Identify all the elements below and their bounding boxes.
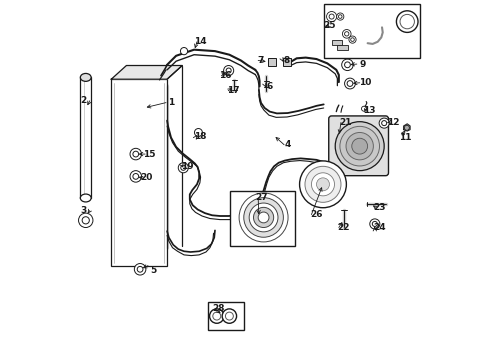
Circle shape [344, 62, 349, 68]
Circle shape [180, 48, 187, 55]
Text: 24: 24 [373, 223, 386, 232]
Circle shape [244, 198, 283, 237]
Text: 8: 8 [283, 56, 289, 65]
Polygon shape [403, 124, 409, 131]
Circle shape [396, 11, 417, 32]
Circle shape [346, 132, 373, 160]
Circle shape [130, 148, 141, 160]
Text: 26: 26 [309, 210, 322, 219]
Text: 3: 3 [80, 206, 86, 215]
Text: 15: 15 [143, 150, 155, 158]
Polygon shape [111, 66, 182, 79]
Circle shape [348, 36, 355, 43]
Circle shape [181, 165, 185, 170]
Text: 5: 5 [150, 266, 157, 275]
Circle shape [258, 212, 268, 223]
Circle shape [79, 213, 93, 228]
Text: 13: 13 [363, 107, 375, 115]
Circle shape [225, 312, 233, 320]
Circle shape [133, 151, 139, 157]
Circle shape [335, 122, 384, 171]
Text: 25: 25 [323, 21, 335, 30]
Circle shape [82, 217, 89, 224]
Circle shape [316, 178, 329, 191]
Text: 7: 7 [257, 56, 264, 65]
Text: 2: 2 [80, 96, 86, 105]
Bar [337, 45, 347, 50]
Text: 6: 6 [266, 82, 272, 91]
Bar [331, 40, 342, 45]
Circle shape [133, 174, 139, 179]
Circle shape [342, 30, 350, 38]
Bar [267, 58, 275, 66]
Text: 19: 19 [180, 162, 193, 171]
Circle shape [299, 161, 346, 208]
Circle shape [328, 14, 333, 19]
Circle shape [341, 59, 352, 71]
Circle shape [253, 207, 273, 228]
Circle shape [339, 126, 379, 166]
Text: 17: 17 [226, 86, 239, 95]
Text: 11: 11 [399, 133, 411, 142]
Circle shape [249, 203, 277, 232]
Text: 16: 16 [219, 71, 231, 80]
Text: 23: 23 [373, 203, 386, 212]
Circle shape [338, 15, 342, 18]
Text: 22: 22 [337, 223, 349, 232]
Circle shape [222, 309, 236, 323]
Circle shape [378, 118, 388, 128]
Ellipse shape [80, 73, 91, 81]
Circle shape [239, 193, 287, 242]
Circle shape [399, 14, 413, 29]
Circle shape [351, 138, 367, 154]
Text: 1: 1 [167, 98, 173, 107]
Bar [111, 79, 167, 266]
Circle shape [350, 38, 354, 41]
Circle shape [381, 121, 386, 126]
Text: 18: 18 [194, 132, 206, 140]
Circle shape [336, 13, 343, 20]
FancyBboxPatch shape [328, 116, 387, 176]
Circle shape [344, 32, 348, 36]
Circle shape [212, 312, 220, 320]
Text: 10: 10 [359, 78, 371, 87]
Text: 20: 20 [140, 174, 152, 182]
Circle shape [209, 309, 224, 323]
Circle shape [361, 106, 366, 111]
Text: 4: 4 [284, 140, 290, 149]
Circle shape [134, 264, 145, 275]
Text: 28: 28 [212, 305, 224, 313]
Text: 12: 12 [386, 118, 398, 127]
Circle shape [178, 163, 188, 173]
Circle shape [404, 125, 408, 130]
Circle shape [344, 78, 355, 89]
Circle shape [305, 166, 340, 202]
Bar [323, 4, 419, 58]
Bar [230, 191, 294, 246]
Ellipse shape [80, 194, 91, 202]
Text: 27: 27 [255, 194, 267, 202]
Bar [283, 58, 290, 66]
Text: 21: 21 [338, 118, 351, 127]
Circle shape [194, 129, 202, 136]
Circle shape [371, 221, 377, 226]
Bar [207, 302, 244, 330]
Circle shape [137, 266, 142, 272]
Text: 14: 14 [194, 37, 206, 46]
Circle shape [346, 81, 352, 86]
Circle shape [326, 12, 336, 22]
Circle shape [369, 219, 379, 229]
Text: 9: 9 [359, 60, 365, 69]
Circle shape [311, 173, 334, 196]
Circle shape [130, 171, 141, 182]
Circle shape [223, 66, 233, 76]
Circle shape [225, 68, 231, 73]
